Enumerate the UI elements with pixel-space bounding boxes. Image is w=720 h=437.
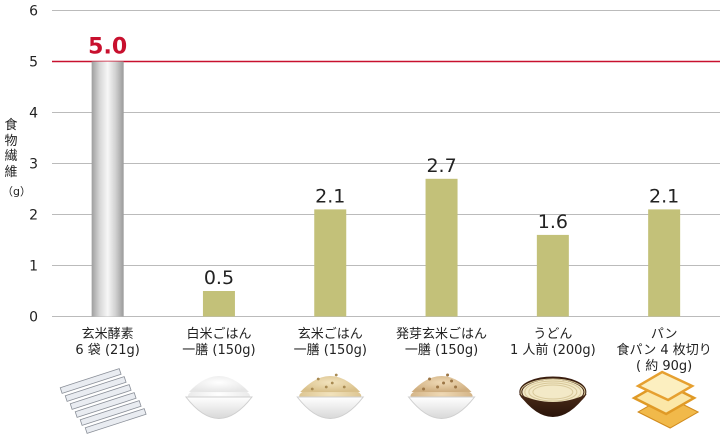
- grain: [324, 385, 328, 389]
- bar: [425, 178, 458, 317]
- x-tick-label: ( 約 90g): [636, 359, 692, 374]
- rice-mound: [300, 376, 361, 392]
- x-tick-label: 6 袋 (21g): [75, 343, 139, 358]
- bowl-body: [184, 396, 253, 419]
- udon-bowl-icon: [518, 376, 587, 417]
- x-tick-label: 1 人前 (200g): [510, 342, 596, 358]
- y-axis-label-char: 繊: [4, 149, 18, 164]
- germinated-rice-bowl-icon: [407, 373, 476, 419]
- y-axis-label-char: 物: [4, 133, 18, 149]
- stick-pack: [69, 384, 132, 410]
- white-rice-bowl-icon: [184, 376, 253, 419]
- x-tick-label: うどん: [533, 327, 572, 342]
- y-tick-label: 4: [29, 106, 38, 122]
- x-tick-label: 白米ごはん: [186, 326, 251, 342]
- data-label: 2.1: [315, 185, 345, 207]
- bread-icon: [631, 370, 700, 429]
- grain: [422, 387, 426, 391]
- supplement-sticks-icon: [59, 368, 147, 434]
- bread-slice: [635, 370, 695, 402]
- grain: [442, 381, 446, 385]
- grain: [446, 373, 450, 377]
- grain: [450, 379, 454, 383]
- y-tick-label: 1: [29, 259, 38, 275]
- y-tick-label: 2: [29, 208, 38, 224]
- rice-mound: [188, 376, 249, 392]
- y-axis-label: 食 物 繊 維 （g）: [2, 118, 31, 200]
- bowl-body: [296, 396, 365, 419]
- x-tick-label: 一膳 (150g): [294, 342, 367, 358]
- grain: [316, 377, 320, 381]
- grain: [436, 385, 440, 389]
- x-tick-label: 一膳 (150g): [405, 342, 478, 358]
- x-tick-label: 玄米酵素: [82, 327, 134, 342]
- stick-pack: [84, 408, 147, 434]
- bar: [648, 209, 681, 317]
- data-label: 2.1: [649, 185, 679, 207]
- data-label: 5.0: [88, 35, 127, 60]
- y-axis-label-char: 維: [4, 164, 18, 180]
- data-label: 0.5: [204, 267, 234, 289]
- x-tick-label: パン: [651, 327, 678, 342]
- grain: [310, 387, 314, 391]
- grain: [334, 373, 338, 377]
- grain: [428, 377, 432, 381]
- y-tick-label: 5: [29, 55, 38, 71]
- bar: [202, 291, 235, 317]
- stick-pack: [79, 400, 142, 426]
- y-tick-label: 0: [29, 310, 38, 326]
- bar: [314, 209, 347, 317]
- bar: [536, 234, 569, 317]
- data-label: 2.7: [426, 155, 456, 177]
- bowl-body: [518, 394, 587, 417]
- noodle-strand: [532, 384, 574, 400]
- x-tick-label: 一膳 (150g): [182, 342, 255, 358]
- y-axis-label-char: 食: [4, 118, 18, 133]
- x-tick-label: 玄米ごはん: [298, 326, 363, 342]
- rice-mound: [411, 376, 472, 392]
- brown-rice-bowl-icon: [296, 373, 365, 419]
- x-tick-label: 食パン 4 枚切り: [617, 342, 712, 358]
- y-tick-label: 3: [29, 157, 38, 173]
- data-label: 1.6: [538, 211, 568, 233]
- bar-highlight: [91, 61, 124, 317]
- bowl-body: [407, 396, 476, 419]
- grain: [454, 385, 458, 389]
- stick-pack: [64, 376, 127, 402]
- stick-pack: [74, 392, 137, 418]
- noodle-strand: [528, 382, 578, 402]
- x-tick-label: 発芽玄米ごはん: [396, 326, 487, 342]
- y-tick-label: 6: [29, 4, 38, 20]
- stick-pack: [59, 368, 122, 394]
- grain: [342, 385, 346, 389]
- grain: [330, 381, 334, 385]
